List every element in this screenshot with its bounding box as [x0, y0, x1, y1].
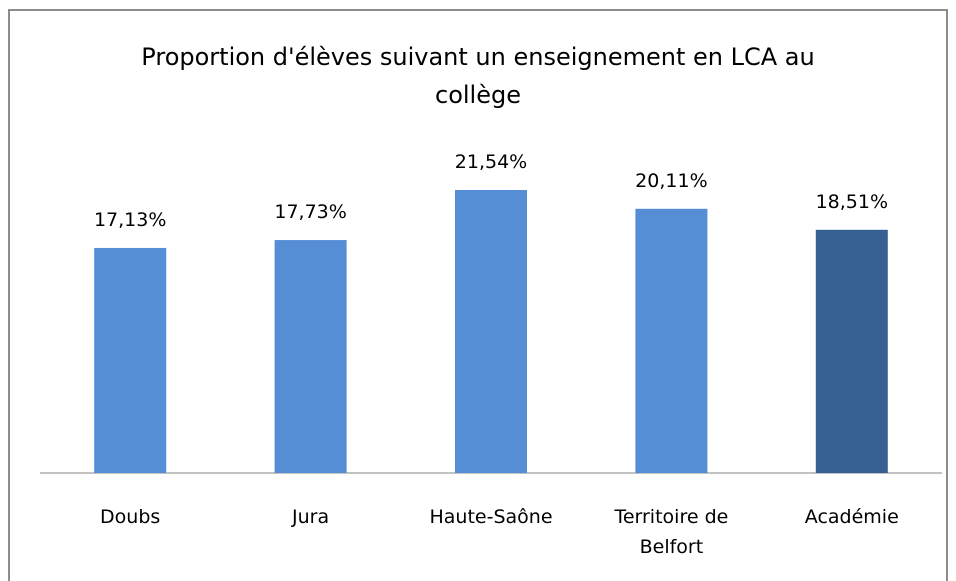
x-tick-label: Doubs [100, 506, 161, 528]
bar [274, 240, 347, 473]
chart-title: Proportion d'élèves suivant un enseignem… [141, 43, 815, 109]
value-label: 20,11% [635, 170, 707, 192]
x-tick-label: Jura [292, 506, 330, 528]
x-tick-label: Académie [804, 506, 899, 528]
bar [455, 190, 527, 473]
x-tick-label: Haute-Saône [429, 506, 553, 528]
value-label: 18,51% [816, 191, 888, 213]
value-label: 17,13% [94, 209, 166, 231]
chart-frame [8, 9, 948, 581]
value-label: 17,73% [274, 201, 346, 223]
x-tick-label: Territoire de Belfort [614, 506, 729, 558]
value-label: 21,54% [455, 151, 527, 173]
bar [635, 208, 708, 473]
bar [815, 229, 888, 473]
bar [94, 247, 167, 473]
